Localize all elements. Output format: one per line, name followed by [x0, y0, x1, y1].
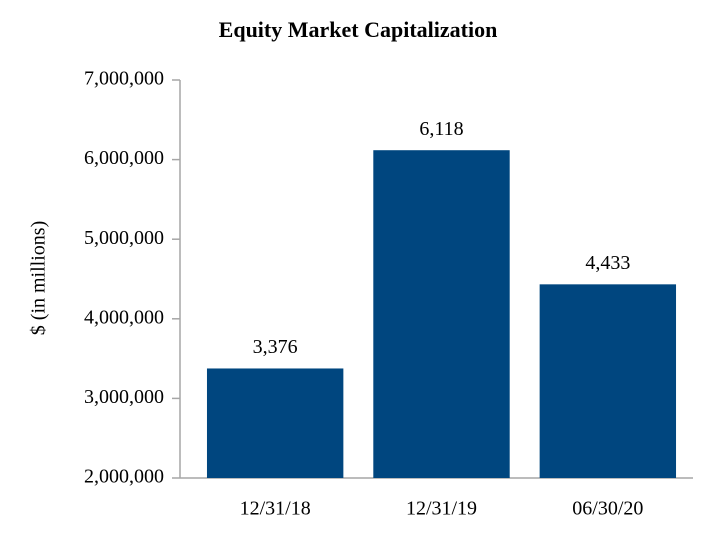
bar — [373, 150, 510, 478]
y-tick-label: 2,000,000 — [84, 466, 164, 488]
y-tick-label: 7,000,000 — [84, 68, 164, 90]
y-axis-label: $ (in millions) — [28, 221, 50, 335]
chart-title: Equity Market Capitalization — [219, 17, 498, 42]
y-tick-label: 3,000,000 — [84, 386, 164, 408]
value-label: 4,433 — [585, 252, 630, 274]
y-tick-label: 5,000,000 — [84, 227, 164, 249]
y-tick-label: 4,000,000 — [84, 306, 164, 328]
value-label: 6,118 — [419, 118, 463, 140]
x-tick-label: 06/30/20 — [572, 498, 643, 520]
bar — [206, 368, 344, 478]
x-tick-label: 12/31/19 — [406, 498, 477, 520]
y-tick-label: 6,000,000 — [84, 147, 164, 169]
value-label: 3,376 — [253, 336, 298, 358]
x-tick-label: 12/31/18 — [240, 498, 311, 520]
bar — [539, 284, 677, 478]
